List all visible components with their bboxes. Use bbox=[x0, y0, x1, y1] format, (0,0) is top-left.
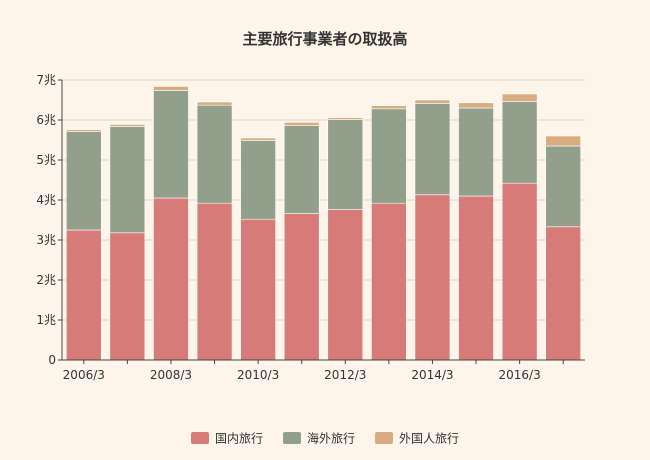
legend-swatch bbox=[375, 432, 393, 444]
bar-segment bbox=[65, 229, 102, 361]
bar-segment bbox=[153, 86, 189, 91]
bar-segment bbox=[371, 202, 407, 361]
x-tick-label: 2008/3 bbox=[150, 368, 192, 382]
bar-segment bbox=[545, 145, 582, 228]
bar-segment bbox=[196, 202, 233, 361]
bar-segment bbox=[65, 131, 102, 231]
x-tick-label: 2012/3 bbox=[324, 368, 366, 382]
legend-label: 外国人旅行 bbox=[399, 432, 459, 446]
bar-segment bbox=[414, 103, 451, 196]
bar-segment bbox=[458, 107, 494, 197]
bar-segment bbox=[545, 226, 582, 361]
bar-segment bbox=[240, 137, 276, 141]
bar-segment bbox=[153, 90, 189, 199]
y-tick-label: 5兆 bbox=[36, 153, 56, 167]
chart-title: 主要旅行事業者の取扱高 bbox=[242, 30, 407, 48]
y-tick-label: 1兆 bbox=[36, 313, 56, 327]
bar-segment bbox=[371, 108, 407, 204]
bar-segment bbox=[240, 140, 276, 220]
bars bbox=[65, 86, 582, 361]
bar-segment bbox=[501, 101, 538, 184]
bar-segment bbox=[153, 197, 189, 361]
y-tick-label: 4兆 bbox=[36, 193, 56, 207]
x-tick-label: 2010/3 bbox=[237, 368, 279, 382]
bar-segment bbox=[327, 119, 364, 210]
bar-segment bbox=[283, 125, 320, 214]
axes: 0 1兆 2兆 3兆 4兆 5兆 6兆 7兆 2006/3 2008/3 2010/3 2012/3 2… bbox=[36, 73, 585, 382]
legend-swatch bbox=[283, 432, 301, 444]
y-tick-label: 3兆 bbox=[36, 233, 56, 247]
bar-segment bbox=[501, 182, 538, 361]
y-tick-label: 0 bbox=[48, 353, 56, 367]
legend-label: 海外旅行 bbox=[307, 431, 355, 446]
bar-segment bbox=[458, 195, 494, 361]
legend-label: 国内旅行 bbox=[215, 432, 263, 446]
bar-segment bbox=[458, 102, 494, 109]
grid-lines bbox=[62, 79, 585, 321]
legend-swatch bbox=[191, 432, 209, 444]
bar-segment bbox=[414, 194, 451, 361]
bar-segment bbox=[109, 232, 146, 361]
bar-segment bbox=[327, 117, 364, 120]
bar-segment bbox=[283, 122, 320, 126]
y-tick-label: 2兆 bbox=[36, 273, 56, 287]
bar-segment bbox=[65, 129, 102, 132]
x-tick-label: 2016/3 bbox=[499, 368, 541, 382]
y-tick-label: 7兆 bbox=[36, 73, 56, 87]
bar-segment bbox=[371, 105, 407, 110]
x-tick-label: 2014/3 bbox=[411, 368, 453, 382]
legend: 国内旅行 海外旅行 外国人旅行 bbox=[191, 431, 459, 446]
bar-segment bbox=[109, 124, 146, 127]
bar-segment bbox=[109, 126, 146, 234]
x-tick-label: 2006/3 bbox=[63, 368, 105, 382]
y-tick-label: 6兆 bbox=[36, 113, 56, 127]
bar-segment bbox=[545, 135, 582, 147]
bar-segment bbox=[196, 104, 233, 204]
bar-segment bbox=[414, 99, 451, 104]
bar-segment bbox=[283, 213, 320, 361]
bar-segment bbox=[327, 209, 364, 361]
bar-segment bbox=[240, 218, 276, 361]
bar-segment bbox=[196, 101, 233, 106]
bar-segment bbox=[501, 93, 538, 102]
